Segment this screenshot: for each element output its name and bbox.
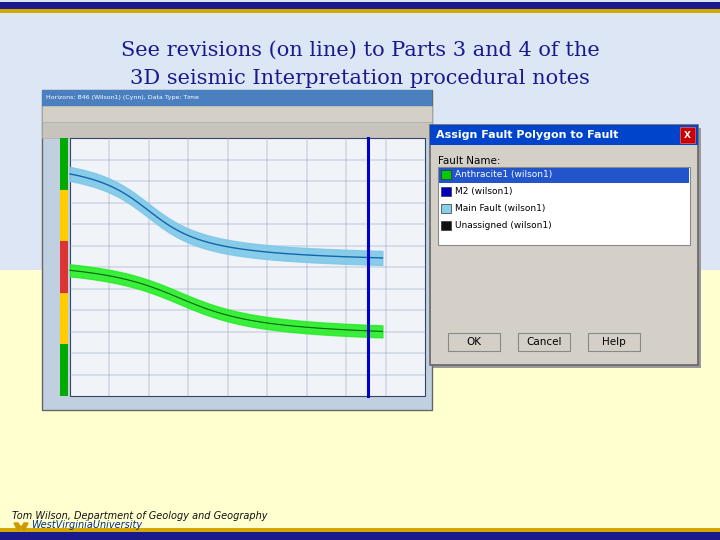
Text: Help: Help bbox=[602, 337, 626, 347]
Text: Anthracite1 (wilson1): Anthracite1 (wilson1) bbox=[455, 170, 552, 179]
Bar bbox=[60, 241, 68, 293]
Text: Assign Fault Polygon to Fault: Assign Fault Polygon to Fault bbox=[436, 130, 618, 140]
Bar bbox=[42, 106, 432, 122]
Bar bbox=[448, 333, 500, 351]
Bar bbox=[0, 0, 720, 270]
Bar bbox=[518, 333, 570, 351]
Bar bbox=[60, 138, 68, 190]
Text: Fault Name:: Fault Name: bbox=[438, 156, 500, 166]
Bar bbox=[430, 125, 698, 145]
Bar bbox=[42, 90, 432, 410]
Bar bbox=[0, 9, 720, 13]
Bar bbox=[441, 204, 451, 213]
Bar bbox=[60, 190, 68, 241]
Bar bbox=[441, 221, 451, 230]
Bar bbox=[430, 125, 698, 365]
Text: WestVirginiaUniversity: WestVirginiaUniversity bbox=[31, 520, 142, 530]
Text: Main Fault (wilson1): Main Fault (wilson1) bbox=[455, 204, 545, 213]
Text: Unassigned (wilson1): Unassigned (wilson1) bbox=[455, 221, 552, 230]
Polygon shape bbox=[14, 523, 28, 531]
Bar bbox=[0, 270, 720, 540]
Bar bbox=[680, 127, 695, 143]
Text: See revisions (on line) to Parts 3 and 4 of the: See revisions (on line) to Parts 3 and 4… bbox=[121, 40, 599, 59]
Text: Cancel: Cancel bbox=[526, 337, 562, 347]
Text: OK: OK bbox=[467, 337, 482, 347]
Bar bbox=[433, 128, 701, 368]
Bar bbox=[441, 170, 451, 179]
Bar bbox=[439, 168, 689, 183]
Bar bbox=[60, 345, 68, 396]
Bar bbox=[438, 167, 690, 245]
Bar bbox=[60, 293, 68, 345]
Bar bbox=[42, 122, 432, 138]
Bar bbox=[0, 528, 720, 532]
Text: M2 (wilson1): M2 (wilson1) bbox=[455, 187, 513, 196]
Bar bbox=[0, 2, 720, 9]
Text: Horizons: B46 (Wilson1) (Cynn), Data Type: Time: Horizons: B46 (Wilson1) (Cynn), Data Typ… bbox=[46, 96, 199, 100]
Text: 3D seismic Interpretation procedural notes: 3D seismic Interpretation procedural not… bbox=[130, 69, 590, 87]
Bar bbox=[441, 187, 451, 196]
Text: Tom Wilson, Department of Geology and Geography: Tom Wilson, Department of Geology and Ge… bbox=[12, 511, 268, 521]
Bar bbox=[70, 138, 425, 396]
Bar bbox=[588, 333, 640, 351]
Bar bbox=[0, 532, 720, 540]
Bar bbox=[42, 90, 432, 106]
Text: X: X bbox=[684, 131, 691, 139]
